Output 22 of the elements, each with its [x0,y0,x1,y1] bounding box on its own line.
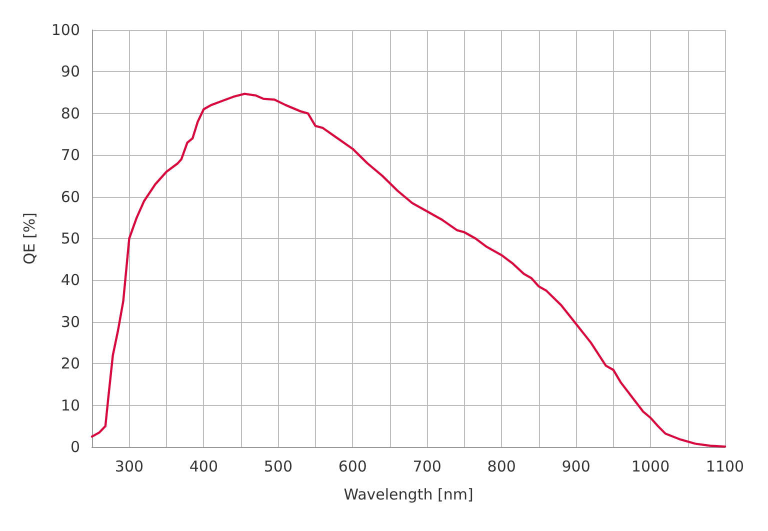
x-tick-label: 300 [114,458,144,476]
y-tick-label: 70 [60,146,80,164]
x-tick-label: 400 [189,458,218,476]
y-tick-label: 90 [60,62,80,81]
x-tick-label: 1100 [706,458,744,476]
y-tick-label: 0 [70,438,80,456]
x-tick-label: 500 [264,458,292,476]
x-axis-title: Wavelength [nm] [344,486,474,504]
y-axis-title: QE [%] [20,212,38,265]
x-tick-label: 900 [562,458,590,476]
x-tick-label: 1000 [631,458,670,476]
y-tick-label: 40 [60,271,80,290]
x-tick-label: 700 [412,458,442,476]
y-tick-label: 80 [60,104,80,122]
x-tick-label: 800 [487,458,516,476]
y-tick-label: 10 [60,396,80,414]
y-tick-label: 60 [60,188,80,206]
y-tick-label: 20 [60,354,80,373]
y-tick-label: 100 [51,21,80,39]
y-tick-label: 50 [60,230,80,248]
x-tick-label: 600 [338,458,367,476]
y-tick-label: 30 [60,312,80,331]
